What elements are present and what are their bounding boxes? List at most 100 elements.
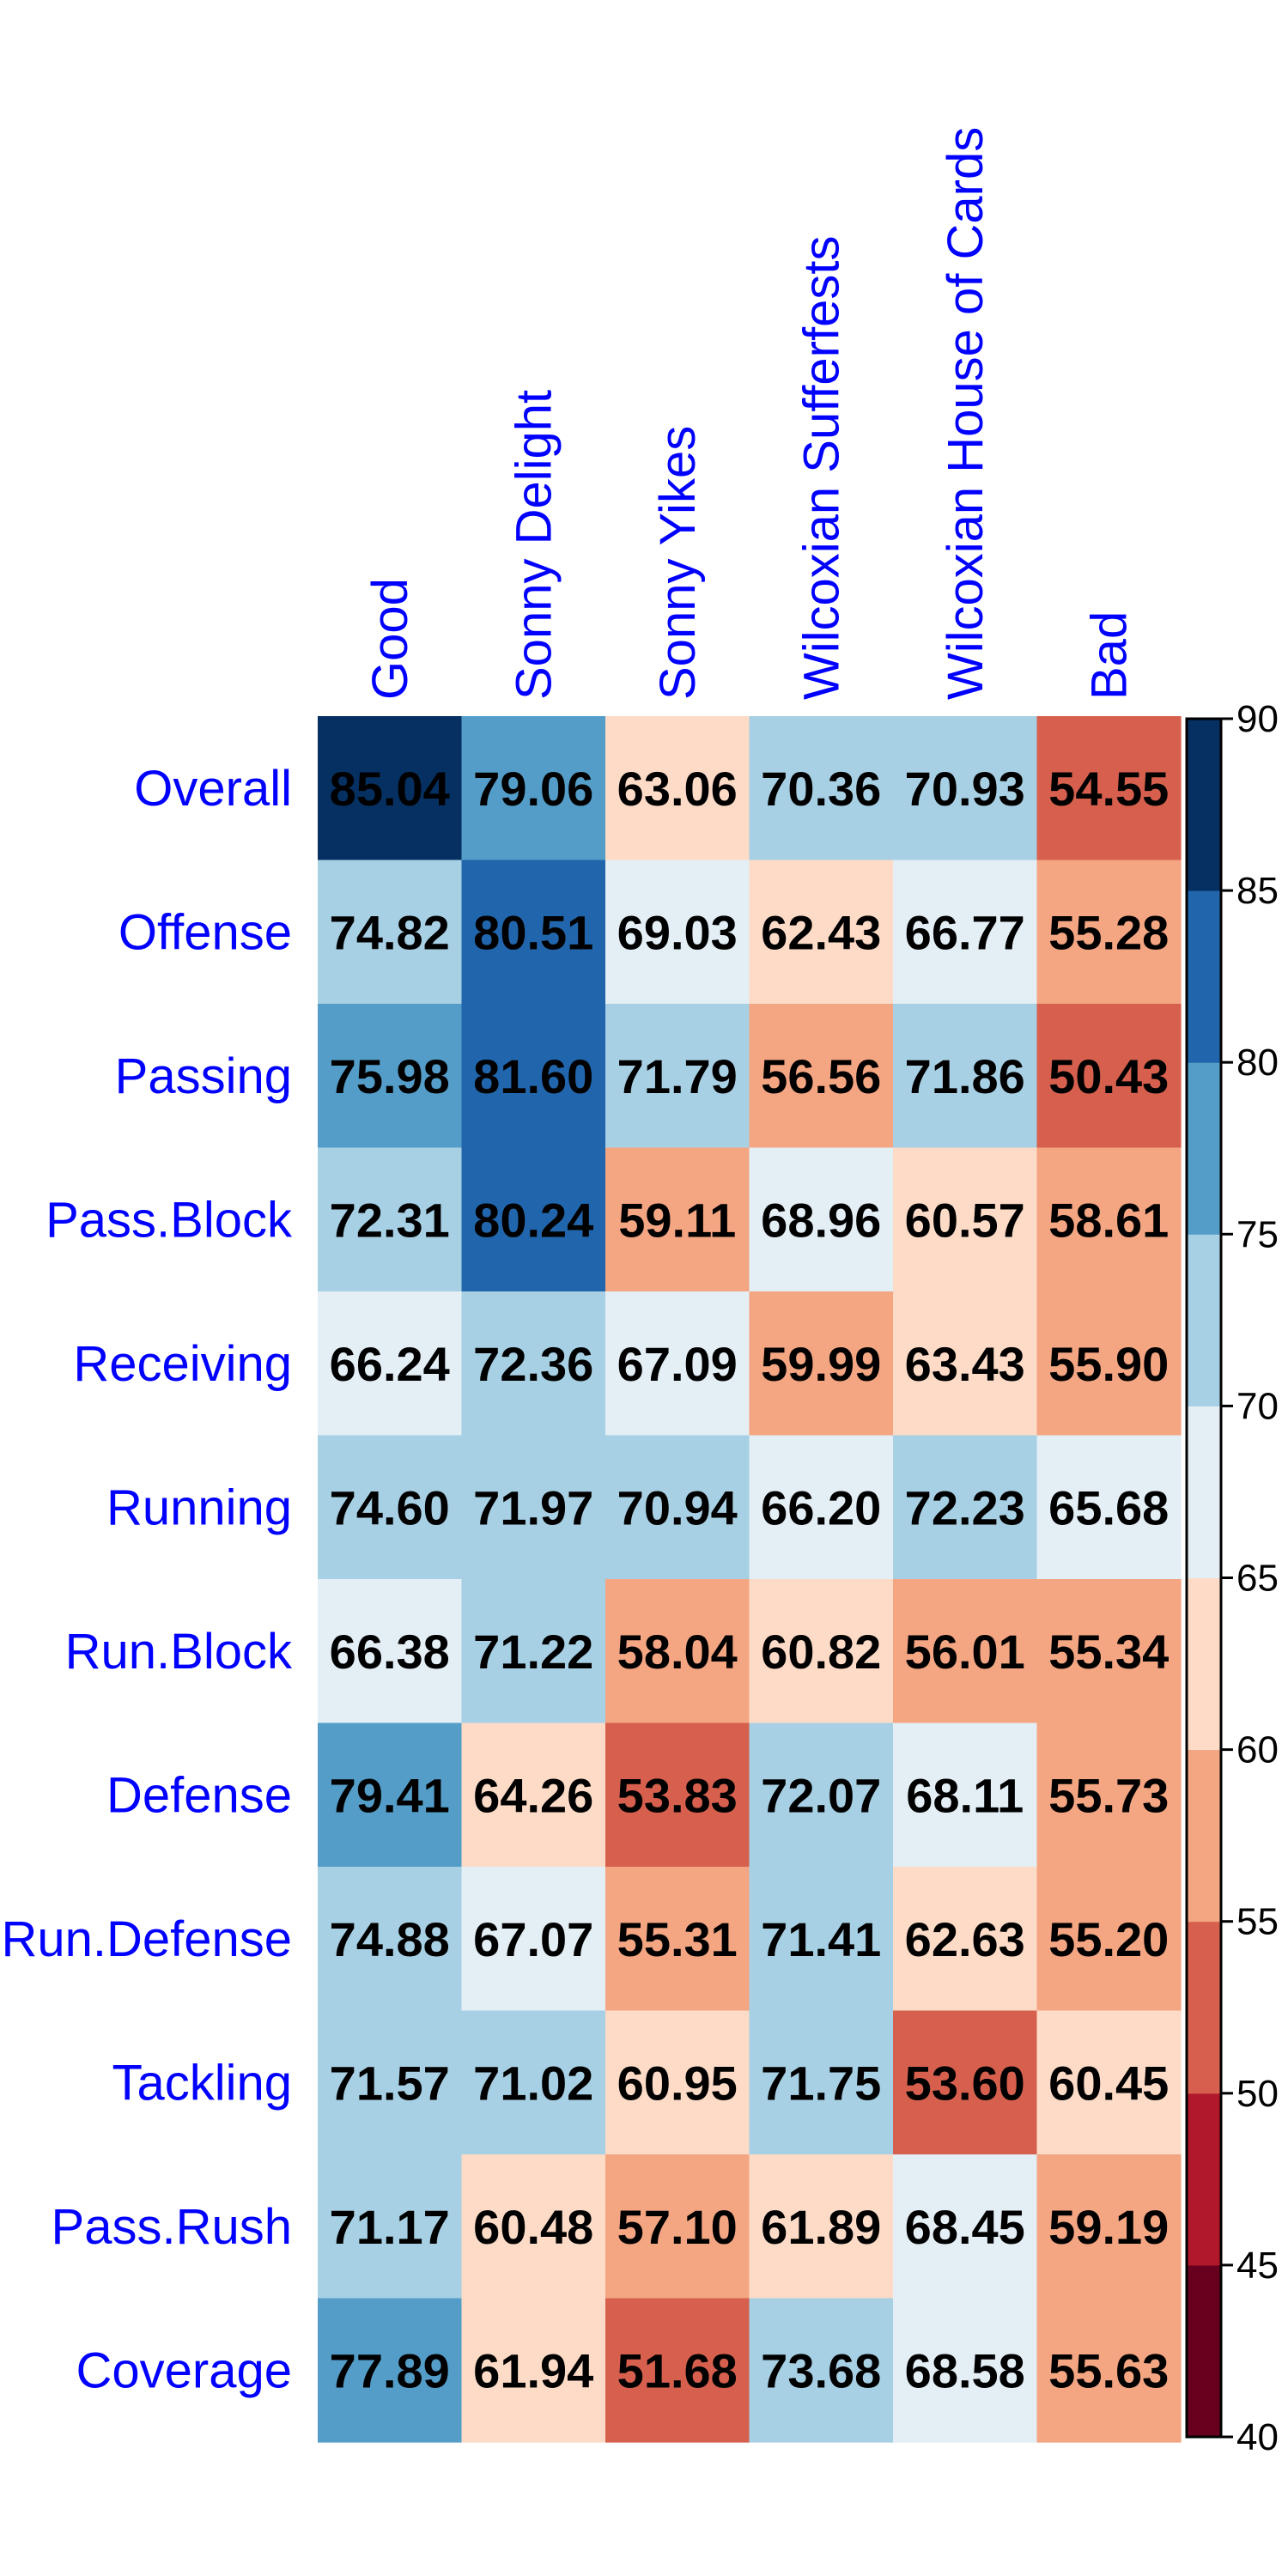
colorbar-tick-label: 80 — [1236, 1042, 1279, 1084]
cell-running-sonny-delight — [461, 1435, 606, 1580]
cell-coverage-sonny-delight — [461, 2298, 606, 2443]
row-label-pass-block: Pass.Block — [46, 1192, 293, 1248]
cell-run-defense-sonny-yikes — [605, 1867, 750, 2012]
cell-running-good — [318, 1435, 463, 1580]
colorbar-tick-label: 55 — [1236, 1901, 1279, 1943]
cell-value-label: 60.45 — [1048, 2056, 1169, 2110]
cell-defense-wilcoxian-sufferfests — [749, 1722, 894, 1868]
cell-value-label: 71.79 — [617, 1049, 738, 1103]
cell-value-label: 63.06 — [617, 762, 738, 816]
row-label-overall: Overall — [134, 761, 292, 817]
cell-running-bad — [1036, 1435, 1182, 1580]
cell-running-wilcoxian-sufferfests — [749, 1435, 894, 1580]
colorbar-tick-label: 45 — [1236, 2245, 1279, 2287]
cell-passing-wilcoxian-sufferfests — [749, 1004, 894, 1149]
row-label-defense: Defense — [106, 1767, 292, 1823]
row-label-pass-rush: Pass.Rush — [52, 2199, 292, 2255]
cell-run-block-sonny-delight — [461, 1579, 606, 1724]
colorbar-tick-label: 85 — [1236, 870, 1279, 912]
cell-offense-wilcoxian-house-of-cards — [893, 860, 1038, 1005]
cell-value-label: 70.36 — [761, 762, 881, 816]
cell-pass-block-good — [318, 1147, 463, 1292]
cell-running-sonny-yikes — [605, 1435, 750, 1580]
cell-offense-wilcoxian-sufferfests — [749, 860, 894, 1005]
cell-value-label: 70.94 — [617, 1480, 738, 1534]
cell-value-label: 60.82 — [761, 1625, 881, 1679]
cell-coverage-sonny-yikes — [605, 2298, 750, 2443]
cell-value-label: 56.56 — [761, 1049, 881, 1103]
cell-value-label: 63.43 — [905, 1337, 1025, 1391]
cell-value-label: 72.36 — [473, 1337, 593, 1391]
cell-value-label: 55.34 — [1048, 1625, 1169, 1679]
cell-run-defense-sonny-delight — [461, 1867, 606, 2012]
cell-receiving-wilcoxian-house-of-cards — [893, 1291, 1038, 1437]
cell-value-label: 56.01 — [905, 1625, 1025, 1679]
cell-value-label: 58.61 — [1048, 1193, 1169, 1247]
cell-overall-wilcoxian-sufferfests — [749, 716, 894, 861]
cell-value-label: 59.11 — [618, 1193, 736, 1247]
cell-overall-good — [318, 716, 463, 861]
cell-tackling-good — [318, 2010, 463, 2155]
column-label-wilcoxian-house-of-cards: Wilcoxian House of Cards — [938, 127, 993, 700]
cell-value-label: 85.04 — [330, 762, 450, 816]
cell-tackling-sonny-delight — [461, 2010, 606, 2155]
cell-value-label: 75.98 — [330, 1049, 450, 1103]
cell-value-label: 59.19 — [1048, 2200, 1169, 2254]
cell-value-label: 71.17 — [330, 2200, 450, 2254]
cell-value-label: 50.43 — [1048, 1049, 1169, 1103]
colorbar-tick-label: 70 — [1236, 1385, 1279, 1427]
cell-defense-good — [318, 1722, 463, 1868]
cell-value-label: 68.96 — [761, 1193, 881, 1247]
cell-tackling-wilcoxian-sufferfests — [749, 2010, 894, 2155]
cell-defense-wilcoxian-house-of-cards — [893, 1722, 1038, 1868]
heatmap-cell-values: 85.04 79.06 63.06 70.36 70.93 54.55 74.82 80.51… — [330, 762, 1170, 2398]
cell-offense-sonny-yikes — [605, 860, 750, 1005]
cell-value-label: 66.20 — [761, 1480, 881, 1534]
colorbar-bin — [1187, 1577, 1221, 1751]
colorbar-bin — [1187, 2093, 1221, 2266]
colorbar-bin — [1187, 1234, 1221, 1406]
row-label-coverage: Coverage — [76, 2342, 292, 2398]
row-label-tackling: Tackling — [112, 2055, 292, 2111]
cell-value-label: 60.95 — [617, 2056, 738, 2110]
cell-value-label: 66.24 — [330, 1337, 450, 1391]
cell-value-label: 51.68 — [617, 2343, 738, 2397]
cell-value-label: 72.31 — [330, 1193, 450, 1247]
cell-value-label: 54.55 — [1048, 762, 1169, 816]
cell-receiving-good — [318, 1291, 463, 1437]
cell-value-label: 66.77 — [905, 905, 1025, 959]
cell-value-label: 71.41 — [761, 1912, 881, 1966]
cell-coverage-wilcoxian-sufferfests — [749, 2298, 894, 2443]
cell-run-block-good — [318, 1579, 463, 1724]
colorbar-tick-label: 50 — [1236, 2073, 1279, 2115]
cell-value-label: 80.24 — [473, 1193, 593, 1247]
cell-run-defense-bad — [1036, 1867, 1182, 2012]
cell-value-label: 74.60 — [330, 1480, 450, 1534]
cell-receiving-bad — [1036, 1291, 1182, 1437]
cell-value-label: 74.82 — [330, 905, 450, 959]
cell-overall-sonny-delight — [461, 716, 606, 861]
cell-value-label: 71.97 — [473, 1480, 593, 1534]
cell-receiving-sonny-delight — [461, 1291, 606, 1437]
cell-value-label: 61.89 — [761, 2200, 881, 2254]
cell-value-label: 57.10 — [617, 2200, 738, 2254]
cell-pass-rush-wilcoxian-sufferfests — [749, 2154, 894, 2300]
cell-value-label: 80.51 — [473, 905, 593, 959]
row-label-offense: Offense — [118, 904, 292, 960]
cell-pass-block-wilcoxian-sufferfests — [749, 1147, 894, 1292]
cell-offense-good — [318, 860, 463, 1005]
cell-run-block-bad — [1036, 1579, 1182, 1724]
colorbar-bin — [1187, 1406, 1221, 1578]
cell-offense-sonny-delight — [461, 860, 606, 1005]
cell-value-label: 55.73 — [1048, 1768, 1169, 1822]
column-label-wilcoxian-sufferfests: Wilcoxian Sufferfests — [793, 236, 849, 700]
cell-tackling-bad — [1036, 2010, 1182, 2155]
row-label-run-defense: Run.Defense — [1, 1911, 292, 1967]
cell-overall-wilcoxian-house-of-cards — [893, 716, 1038, 861]
cell-receiving-wilcoxian-sufferfests — [749, 1291, 894, 1437]
cell-value-label: 58.04 — [617, 1625, 738, 1679]
colorbar-bin — [1187, 2264, 1221, 2438]
cell-running-wilcoxian-house-of-cards — [893, 1435, 1038, 1580]
heatmap-cells — [318, 716, 1182, 2443]
cell-value-label: 61.94 — [473, 2343, 593, 2397]
